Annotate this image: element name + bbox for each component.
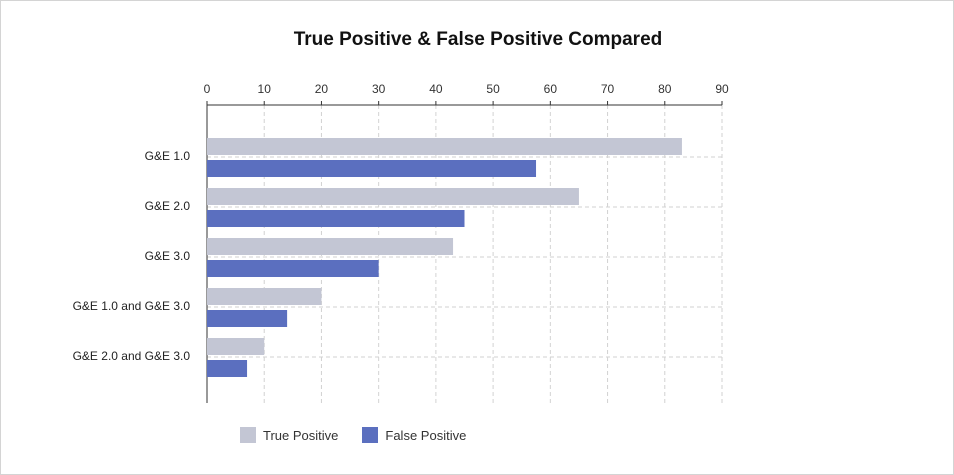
bar-false-positive[interactable] — [207, 160, 537, 177]
legend-label-true-positive: True Positive — [263, 427, 339, 443]
x-tick-label: 70 — [601, 82, 615, 96]
y-category-label: G&E 1.0 and G&E 3.0 — [73, 299, 191, 313]
x-tick-label: 80 — [658, 82, 672, 96]
y-category-label: G&E 2.0 — [145, 199, 191, 213]
legend-label-false-positive: False Positive — [385, 427, 467, 443]
legend-swatch-true-positive — [240, 427, 256, 443]
x-tick-label: 0 — [204, 82, 211, 96]
x-tick-label: 40 — [429, 82, 443, 96]
bar-false-positive[interactable] — [207, 260, 379, 277]
legend-item-true-positive[interactable]: True Positive — [240, 427, 338, 443]
x-tick-label: 10 — [258, 82, 272, 96]
bar-true-positive[interactable] — [207, 338, 265, 355]
bar-true-positive[interactable] — [207, 288, 322, 305]
bar-true-positive[interactable] — [207, 188, 579, 205]
x-tick-label: 60 — [544, 82, 558, 96]
x-tick-label: 20 — [315, 82, 329, 96]
y-category-label: G&E 2.0 and G&E 3.0 — [73, 349, 191, 363]
labels: 0 10 20 30 40 50 60 70 80 90 G&E 1.0 G&E 2.0 G&E 3.0… — [73, 82, 729, 363]
bar-false-positive[interactable] — [207, 360, 248, 377]
y-category-label: G&E 3.0 — [145, 249, 191, 263]
x-tick-label: 90 — [715, 82, 729, 96]
x-tick-label: 50 — [486, 82, 500, 96]
legend: True Positive False Positive — [240, 427, 490, 443]
legend-swatch-false-positive — [362, 427, 379, 443]
chart-title: True Positive & False Positive Compared — [293, 29, 663, 50]
bar-false-positive[interactable] — [207, 210, 465, 227]
bar-true-positive[interactable] — [207, 238, 454, 255]
y-category-label: G&E 1.0 — [145, 149, 191, 163]
x-tick-label: 30 — [372, 82, 386, 96]
legend-item-false-positive[interactable]: False Positive — [362, 427, 466, 443]
bar-false-positive[interactable] — [207, 310, 288, 327]
bar-true-positive[interactable] — [207, 138, 682, 155]
bars — [207, 138, 682, 377]
